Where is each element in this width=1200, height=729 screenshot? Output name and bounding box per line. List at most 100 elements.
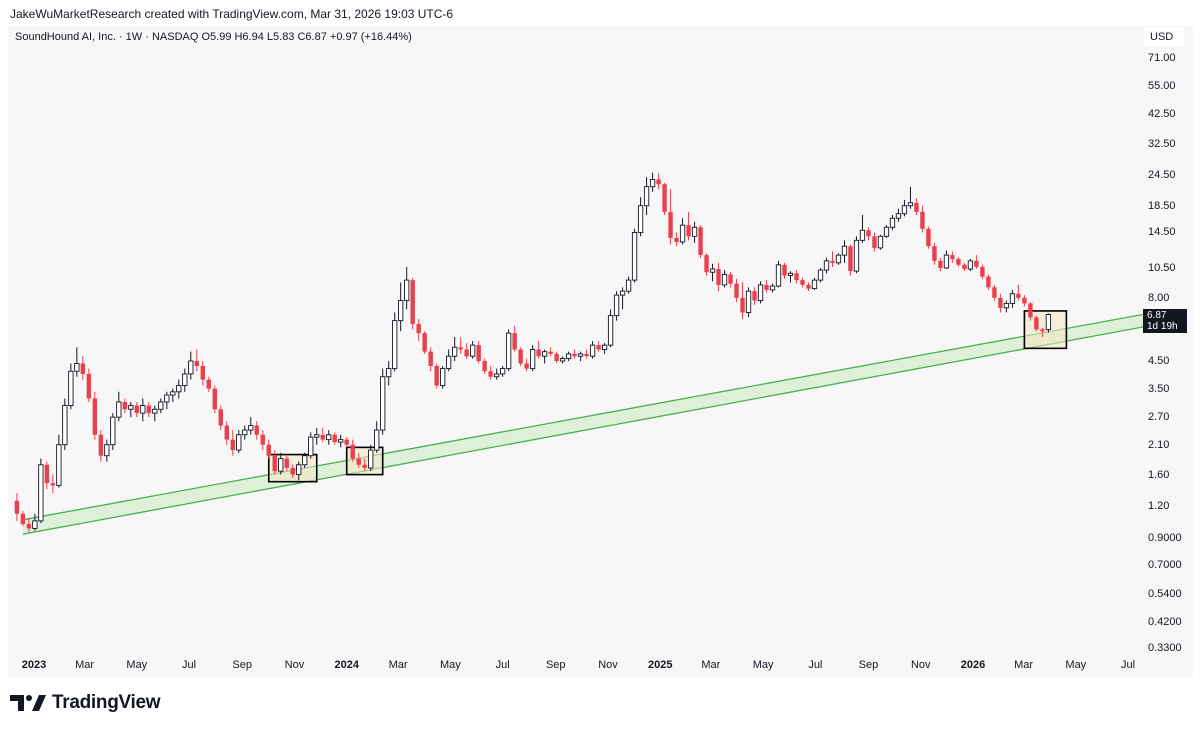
- candle[interactable]: [320, 427, 325, 443]
- candle[interactable]: [926, 226, 931, 249]
- candle[interactable]: [14, 493, 20, 521]
- candle[interactable]: [698, 225, 703, 258]
- candle[interactable]: [362, 458, 367, 472]
- candle[interactable]: [625, 276, 632, 294]
- candle[interactable]: [811, 277, 818, 290]
- candle[interactable]: [505, 329, 512, 372]
- candle[interactable]: [428, 347, 433, 372]
- candle[interactable]: [476, 340, 481, 364]
- candle[interactable]: [134, 401, 140, 418]
- candle[interactable]: [272, 450, 277, 475]
- candle[interactable]: [548, 347, 553, 357]
- candle[interactable]: [607, 309, 614, 348]
- candle[interactable]: [386, 361, 392, 386]
- candle[interactable]: [146, 401, 152, 418]
- candle[interactable]: [499, 366, 506, 377]
- candle[interactable]: [866, 227, 871, 241]
- candle[interactable]: [734, 278, 739, 303]
- candle[interactable]: [589, 340, 596, 359]
- candle[interactable]: [422, 331, 427, 354]
- candle[interactable]: [50, 474, 56, 494]
- candle[interactable]: [637, 197, 644, 237]
- candle[interactable]: [529, 345, 536, 372]
- candle[interactable]: [721, 270, 728, 288]
- candle[interactable]: [314, 427, 320, 445]
- candle[interactable]: [775, 260, 782, 288]
- candle[interactable]: [356, 452, 361, 468]
- candle[interactable]: [170, 388, 176, 402]
- candle[interactable]: [769, 283, 776, 293]
- candle[interactable]: [338, 434, 344, 448]
- candle[interactable]: [962, 262, 967, 272]
- candle[interactable]: [26, 517, 32, 532]
- candle[interactable]: [62, 398, 68, 451]
- candle[interactable]: [992, 284, 997, 301]
- candle[interactable]: [956, 256, 961, 267]
- candle[interactable]: [512, 325, 517, 352]
- candle[interactable]: [932, 242, 937, 265]
- candle[interactable]: [787, 271, 794, 283]
- candle[interactable]: [1003, 300, 1010, 313]
- candle[interactable]: [74, 347, 80, 377]
- candle[interactable]: [662, 182, 667, 216]
- candle[interactable]: [104, 439, 110, 462]
- candle[interactable]: [691, 221, 698, 243]
- candle[interactable]: [140, 398, 146, 422]
- candle[interactable]: [1028, 302, 1033, 321]
- candle[interactable]: [518, 347, 523, 367]
- candle[interactable]: [242, 425, 248, 440]
- candle[interactable]: [764, 280, 769, 293]
- candle[interactable]: [679, 218, 686, 245]
- candle[interactable]: [554, 351, 559, 364]
- candle[interactable]: [704, 253, 709, 276]
- candle[interactable]: [914, 198, 919, 216]
- candle[interactable]: [98, 430, 104, 462]
- candle[interactable]: [541, 349, 548, 364]
- candle[interactable]: [1040, 327, 1045, 337]
- candle[interactable]: [565, 351, 572, 362]
- candle[interactable]: [434, 363, 439, 389]
- candle[interactable]: [176, 379, 182, 399]
- candle[interactable]: [716, 262, 721, 292]
- candle[interactable]: [883, 225, 890, 238]
- candle[interactable]: [392, 312, 398, 372]
- candle[interactable]: [943, 250, 950, 269]
- candle[interactable]: [853, 236, 860, 274]
- candle[interactable]: [823, 257, 830, 274]
- candle[interactable]: [224, 421, 229, 445]
- candle[interactable]: [458, 336, 463, 354]
- candle[interactable]: [728, 272, 733, 288]
- candle[interactable]: [1022, 295, 1027, 307]
- candle[interactable]: [601, 343, 608, 354]
- candle[interactable]: [344, 437, 349, 448]
- candle[interactable]: [907, 186, 914, 209]
- candle[interactable]: [32, 513, 38, 531]
- candle[interactable]: [398, 282, 404, 332]
- candle[interactable]: [1034, 315, 1039, 332]
- candle[interactable]: [757, 281, 764, 304]
- candle[interactable]: [686, 211, 691, 241]
- candle[interactable]: [877, 234, 884, 250]
- candle[interactable]: [200, 361, 205, 386]
- candle[interactable]: [986, 274, 991, 290]
- candle[interactable]: [452, 336, 458, 362]
- candle[interactable]: [20, 510, 26, 527]
- candle[interactable]: [817, 267, 824, 283]
- candle[interactable]: [68, 363, 74, 410]
- candle[interactable]: [596, 340, 601, 352]
- candle[interactable]: [488, 366, 493, 380]
- candle[interactable]: [1016, 284, 1021, 301]
- candle[interactable]: [212, 385, 217, 414]
- candle[interactable]: [745, 287, 752, 318]
- candle[interactable]: [410, 277, 415, 330]
- candle[interactable]: [974, 255, 979, 269]
- candle[interactable]: [368, 444, 374, 472]
- candle[interactable]: [206, 376, 211, 392]
- candle[interactable]: [122, 398, 128, 414]
- candle[interactable]: [158, 398, 164, 414]
- candle[interactable]: [380, 368, 386, 435]
- candle[interactable]: [440, 366, 446, 389]
- candle[interactable]: [404, 266, 410, 310]
- candle[interactable]: [577, 351, 584, 362]
